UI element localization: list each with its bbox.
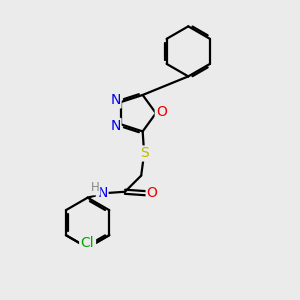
Text: Cl: Cl: [81, 236, 95, 250]
Text: N: N: [110, 119, 121, 133]
Text: N: N: [97, 186, 107, 200]
Text: H: H: [91, 182, 99, 194]
Text: N: N: [110, 94, 121, 107]
Text: O: O: [156, 105, 167, 119]
Text: S: S: [140, 146, 148, 161]
Text: Cl: Cl: [80, 236, 94, 250]
Text: O: O: [147, 186, 158, 200]
